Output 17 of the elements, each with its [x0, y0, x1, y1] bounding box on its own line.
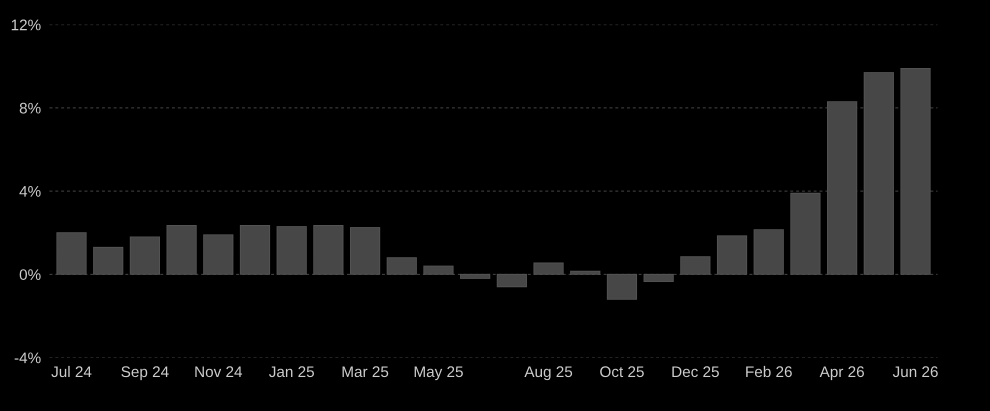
x-tick-label: Feb 26	[746, 366, 792, 378]
x-tick-label: Oct 25	[600, 366, 644, 378]
y-tick-label: 12%	[12, 20, 41, 30]
x-tick-label: Mar 25	[342, 366, 388, 378]
x-tick-label: Jun 26	[892, 366, 938, 378]
y-tick-label: -4%	[14, 352, 41, 364]
x-tick-label: Sep 24	[121, 366, 169, 380]
y-tick-label: 8%	[20, 102, 41, 114]
y-tick-label: 4%	[19, 186, 41, 197]
x-tick-label: Jan 25	[268, 366, 314, 378]
x-tick-label: Nov 24	[195, 366, 242, 378]
x-tick-label: Dec 25	[672, 366, 719, 378]
x-tick-label: Aug 25	[524, 366, 572, 380]
x-tick-label: Apr 26	[820, 366, 864, 380]
y-tick-label: 0%	[20, 269, 41, 280]
x-tick-label: May 25	[414, 366, 463, 380]
x-tick-label: Jul 24	[51, 366, 92, 378]
